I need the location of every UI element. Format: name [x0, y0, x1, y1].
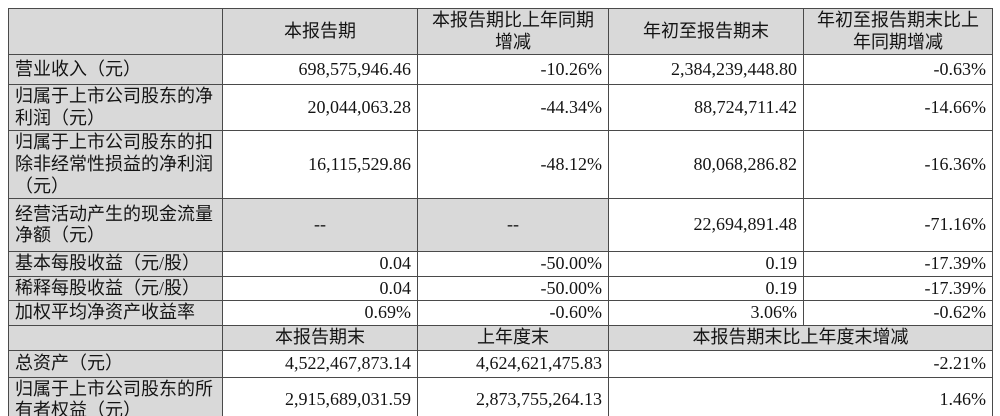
cell-value: 20,044,063.28 — [222, 84, 418, 132]
cell-value: -2.21% — [608, 349, 993, 378]
table-row-diluted-eps: 稀释每股收益（元/股） 0.04 -50.00% 0.19 -17.39% — [8, 275, 993, 302]
table-subheader-row: 本报告期末 上年度末 本报告期末比上年度末增减 — [8, 324, 993, 351]
row-label: 稀释每股收益（元/股） — [8, 275, 223, 302]
cell-value: -0.63% — [803, 54, 993, 86]
cell-value: 16,115,529.86 — [222, 130, 418, 200]
cell-value: 698,575,946.46 — [222, 54, 418, 86]
cell-value: 0.19 — [608, 251, 804, 277]
table-row-net-profit-excl-nonrecurring: 归属于上市公司股东的扣除非经常性损益的净利润（元） 16,115,529.86 … — [8, 130, 993, 200]
subheader-period-end-vs-prior: 本报告期末比上年度末增减 — [608, 324, 993, 351]
row-label: 经营活动产生的现金流量净额（元） — [8, 198, 223, 253]
table-row-total-assets: 总资产（元） 4,522,467,873.14 4,624,621,475.83… — [8, 349, 993, 378]
cell-value: 2,873,755,264.13 — [417, 376, 609, 416]
cell-value: -44.34% — [417, 84, 609, 132]
subheader-prior-year-end: 上年度末 — [417, 324, 609, 351]
cell-value: -10.26% — [417, 54, 609, 86]
table-row-shareholders-equity: 归属于上市公司股东的所有者权益（元） 2,915,689,031.59 2,87… — [8, 376, 993, 416]
cell-value: 0.69% — [222, 300, 418, 326]
cell-value: 4,624,621,475.83 — [417, 349, 609, 378]
cell-value: 4,522,467,873.14 — [222, 349, 418, 378]
header-current-period-yoy: 本报告期比上年同期增减 — [417, 7, 609, 56]
table-row-net-profit: 归属于上市公司股东的净利润（元） 20,044,063.28 -44.34% 8… — [8, 84, 993, 132]
row-label: 基本每股收益（元/股） — [8, 251, 223, 277]
cell-value: 2,915,689,031.59 — [222, 376, 418, 416]
cell-value: -0.62% — [803, 300, 993, 326]
row-label: 归属于上市公司股东的净利润（元） — [8, 84, 223, 132]
cell-value: -- — [222, 198, 418, 253]
cell-value: 0.19 — [608, 275, 804, 302]
row-label: 归属于上市公司股东的扣除非经常性损益的净利润（元） — [8, 130, 223, 200]
row-label: 归属于上市公司股东的所有者权益（元） — [8, 376, 223, 416]
cell-value: -50.00% — [417, 251, 609, 277]
cell-value: -14.66% — [803, 84, 993, 132]
row-label: 营业收入（元） — [8, 54, 223, 86]
financial-summary-table: 本报告期 本报告期比上年同期增减 年初至报告期末 年初至报告期末比上年同期增减 … — [8, 7, 993, 416]
cell-value: -16.36% — [803, 130, 993, 200]
subheader-period-end: 本报告期末 — [222, 324, 418, 351]
header-ytd-yoy: 年初至报告期末比上年同期增减 — [803, 7, 993, 56]
cell-value: -17.39% — [803, 275, 993, 302]
table-row-basic-eps: 基本每股收益（元/股） 0.04 -50.00% 0.19 -17.39% — [8, 251, 993, 277]
cell-value: -17.39% — [803, 251, 993, 277]
cell-value: -0.60% — [417, 300, 609, 326]
header-ytd: 年初至报告期末 — [608, 7, 804, 56]
header-current-period: 本报告期 — [222, 7, 418, 56]
cell-value: -50.00% — [417, 275, 609, 302]
table-header-row: 本报告期 本报告期比上年同期增减 年初至报告期末 年初至报告期末比上年同期增减 — [8, 7, 993, 56]
table-row-operating-cash-flow: 经营活动产生的现金流量净额（元） -- -- 22,694,891.48 -71… — [8, 198, 993, 253]
subheader-empty-cell — [8, 324, 223, 351]
row-label: 总资产（元） — [8, 349, 223, 378]
cell-value: 2,384,239,448.80 — [608, 54, 804, 86]
row-label: 加权平均净资产收益率 — [8, 300, 223, 326]
cell-value: 0.04 — [222, 251, 418, 277]
cell-value: 80,068,286.82 — [608, 130, 804, 200]
table-row-weighted-avg-roe: 加权平均净资产收益率 0.69% -0.60% 3.06% -0.62% — [8, 300, 993, 326]
cell-value: 22,694,891.48 — [608, 198, 804, 253]
cell-value: 0.04 — [222, 275, 418, 302]
header-empty-cell — [8, 7, 223, 56]
cell-value: -- — [417, 198, 609, 253]
cell-value: -71.16% — [803, 198, 993, 253]
table-row-revenue: 营业收入（元） 698,575,946.46 -10.26% 2,384,239… — [8, 54, 993, 86]
cell-value: 3.06% — [608, 300, 804, 326]
cell-value: 1.46% — [608, 376, 993, 416]
cell-value: -48.12% — [417, 130, 609, 200]
cell-value: 88,724,711.42 — [608, 84, 804, 132]
